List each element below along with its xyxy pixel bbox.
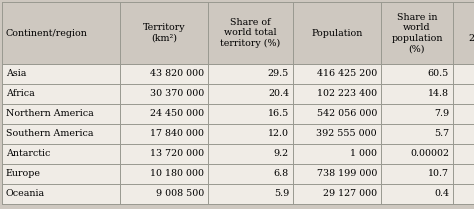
Text: 17 840 000: 17 840 000 [150, 130, 204, 139]
Text: 6.8: 6.8 [274, 169, 289, 178]
Text: 5.7: 5.7 [434, 130, 449, 139]
Bar [2, 84, 474, 104]
Text: 43 820 000: 43 820 000 [150, 70, 204, 79]
Text: 392 555 000: 392 555 000 [316, 130, 377, 139]
Text: 9.2: 9.2 [274, 149, 289, 158]
Text: 738 199 000: 738 199 000 [317, 169, 377, 178]
Text: 20.4: 20.4 [268, 89, 289, 98]
Text: Territory
(km²): Territory (km²) [143, 23, 185, 43]
Bar [2, 124, 474, 144]
Text: Population: Population [311, 28, 363, 37]
Text: 29 127 000: 29 127 000 [323, 190, 377, 199]
Text: Continent/region: Continent/region [6, 28, 88, 37]
Text: Northern America: Northern America [6, 110, 94, 119]
Text: Oceania: Oceania [6, 190, 45, 199]
Text: 0.00002: 0.00002 [410, 149, 449, 158]
Text: Antarctic: Antarctic [6, 149, 50, 158]
Text: 416 425 200: 416 425 200 [317, 70, 377, 79]
Bar [2, 64, 474, 84]
Text: 24 450 000: 24 450 000 [150, 110, 204, 119]
Text: 10 180 000: 10 180 000 [150, 169, 204, 178]
Bar [2, 104, 474, 124]
Text: 60.5: 60.5 [428, 70, 449, 79]
Bar [2, 144, 474, 164]
Text: 10.7: 10.7 [428, 169, 449, 178]
Text: 16.5: 16.5 [268, 110, 289, 119]
Text: Share in
world
population
(%): Share in world population (%) [391, 13, 443, 53]
Bar [2, 184, 474, 204]
Text: 9 008 500: 9 008 500 [156, 190, 204, 199]
Text: Share of
world total
territory (%): Share of world total territory (%) [220, 18, 281, 48]
Text: 12.0: 12.0 [268, 130, 289, 139]
Text: Europe: Europe [6, 169, 41, 178]
Text: 13 720 000: 13 720 000 [150, 149, 204, 158]
Text: 542 056 000: 542 056 000 [317, 110, 377, 119]
Text: 14.8: 14.8 [428, 89, 449, 98]
Text: 29.5: 29.5 [268, 70, 289, 79]
Text: 1 000: 1 000 [350, 149, 377, 158]
Text: 30 370 000: 30 370 000 [150, 89, 204, 98]
Text: GNP in
2010 (US$): GNP in 2010 (US$) [469, 23, 474, 43]
Text: Asia: Asia [6, 70, 27, 79]
Text: 0.4: 0.4 [434, 190, 449, 199]
Text: 5.9: 5.9 [274, 190, 289, 199]
Text: Africa: Africa [6, 89, 35, 98]
Bar [2, 164, 474, 184]
Text: 102 223 400: 102 223 400 [317, 89, 377, 98]
Text: Southern America: Southern America [6, 130, 93, 139]
Text: 7.9: 7.9 [434, 110, 449, 119]
